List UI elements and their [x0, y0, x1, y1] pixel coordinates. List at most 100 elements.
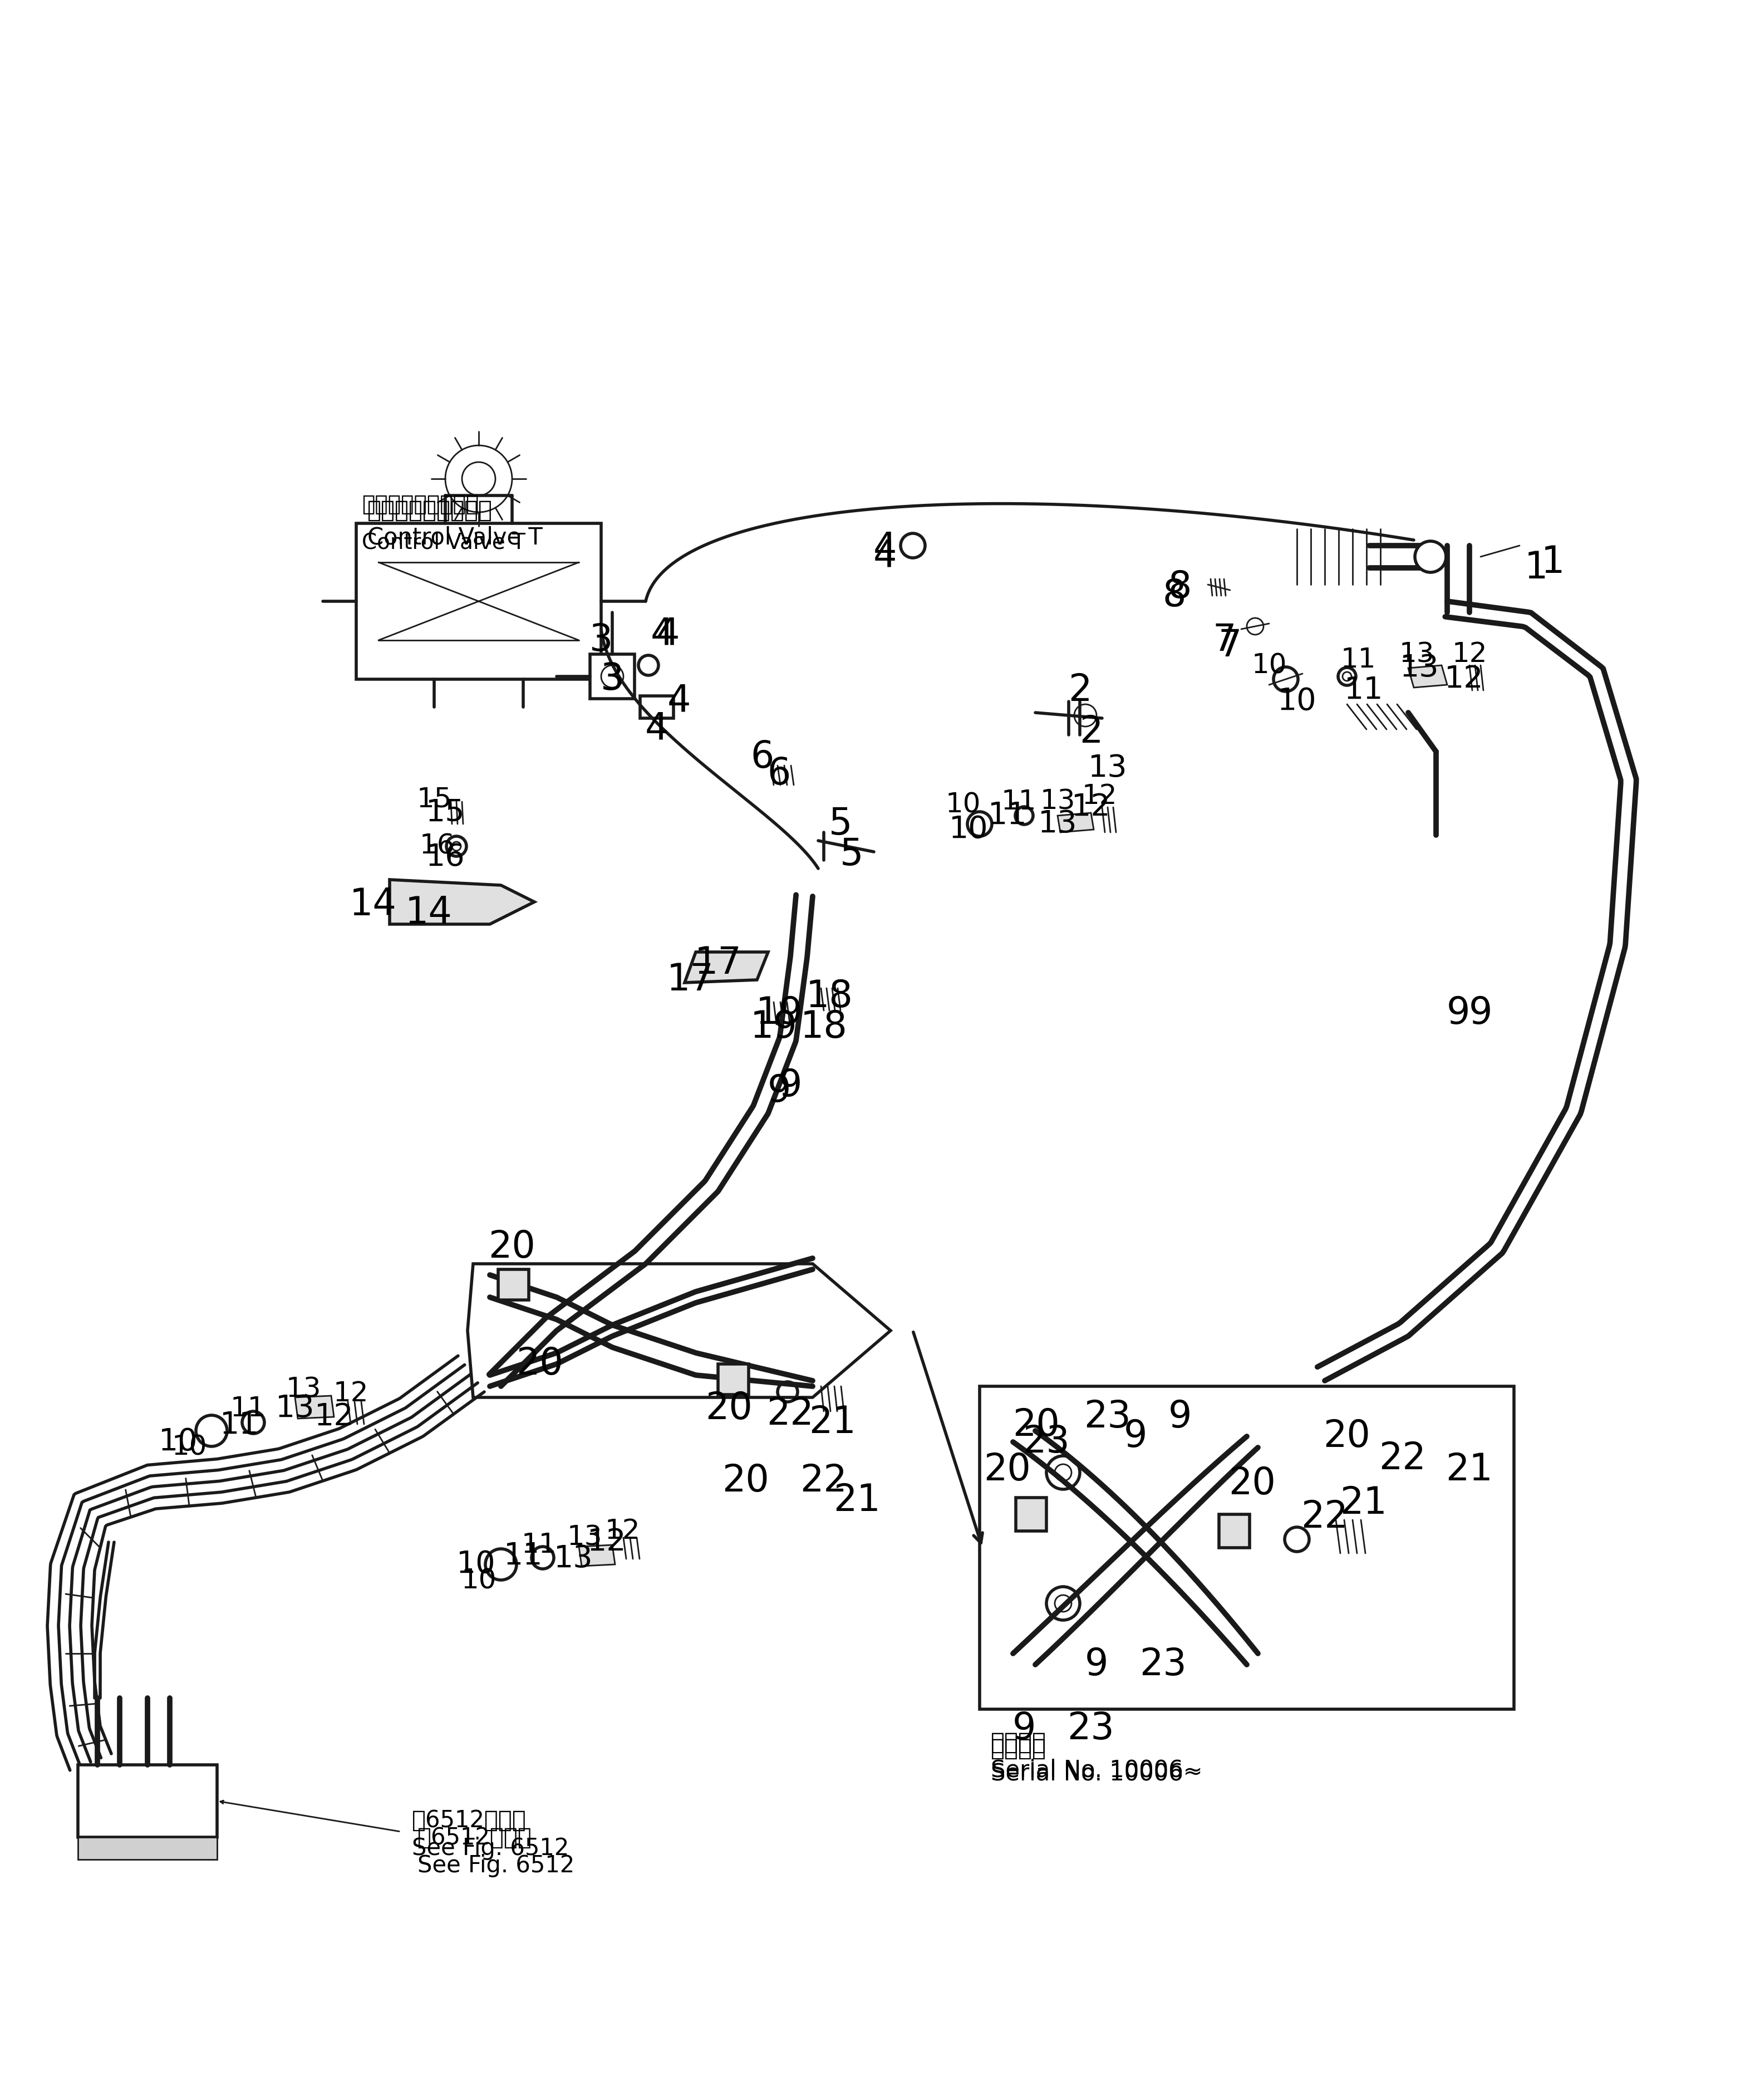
Text: 4: 4	[644, 712, 669, 748]
Text: 9: 9	[778, 1067, 803, 1105]
Text: 14: 14	[405, 895, 452, 932]
Text: 21: 21	[808, 1405, 855, 1441]
Text: 20: 20	[489, 1228, 535, 1266]
Text: Control Valve T: Control Valve T	[363, 531, 526, 552]
Text: 4: 4	[873, 538, 898, 575]
Text: 13: 13	[1399, 653, 1440, 683]
Text: 9: 9	[767, 1073, 790, 1109]
Text: 1: 1	[1542, 544, 1565, 582]
Text: 16: 16	[419, 834, 454, 859]
Text: 11: 11	[987, 800, 1028, 832]
Text: 13: 13	[1040, 788, 1075, 815]
Text: 20: 20	[706, 1390, 753, 1426]
Polygon shape	[579, 1546, 614, 1567]
Text: 11: 11	[220, 1411, 259, 1441]
Text: 13: 13	[567, 1525, 602, 1552]
Text: 20: 20	[722, 1462, 769, 1499]
Bar	[980, 1386, 1514, 1709]
Bar	[356, 523, 602, 678]
Text: 10: 10	[461, 1569, 496, 1594]
Text: 9: 9	[1470, 995, 1492, 1031]
Polygon shape	[1408, 666, 1447, 687]
Text: 第6512図参照: 第6512図参照	[417, 1827, 532, 1850]
Text: 2: 2	[1079, 714, 1104, 750]
Text: 10: 10	[1278, 687, 1316, 716]
Text: Serial No. 10006~: Serial No. 10006~	[991, 1758, 1202, 1783]
Bar	[1220, 1514, 1250, 1548]
Text: 適用号機: 適用号機	[991, 1737, 1047, 1760]
Bar	[77, 1764, 216, 1838]
Text: 22: 22	[1380, 1441, 1426, 1476]
Text: 1: 1	[1524, 550, 1549, 586]
Text: 3: 3	[590, 622, 612, 659]
Text: 5: 5	[840, 836, 864, 874]
Text: 10: 10	[171, 1434, 208, 1462]
Bar	[1016, 1497, 1047, 1531]
Text: 13: 13	[554, 1544, 593, 1573]
Text: 10: 10	[456, 1550, 496, 1579]
Text: 21: 21	[1447, 1451, 1492, 1489]
Polygon shape	[389, 880, 535, 924]
Text: 11: 11	[1001, 788, 1037, 815]
Polygon shape	[1058, 813, 1093, 832]
Text: 12: 12	[1082, 783, 1118, 809]
Text: 13: 13	[285, 1376, 320, 1403]
Text: 22: 22	[801, 1462, 847, 1499]
Text: 7: 7	[1213, 622, 1236, 659]
Text: 19: 19	[755, 995, 803, 1031]
Text: 10: 10	[158, 1426, 197, 1457]
Circle shape	[1415, 542, 1447, 573]
Text: 13: 13	[275, 1394, 315, 1424]
Text: See Fig. 6512: See Fig. 6512	[417, 1854, 574, 1877]
Text: 19: 19	[750, 1008, 797, 1046]
Text: 10: 10	[949, 815, 987, 844]
Text: 20: 20	[984, 1451, 1031, 1489]
Text: 12: 12	[588, 1527, 627, 1558]
Text: 11: 11	[503, 1541, 542, 1571]
Circle shape	[901, 533, 926, 559]
Text: 12: 12	[333, 1380, 368, 1407]
Text: 14: 14	[348, 886, 396, 924]
Text: 2: 2	[1068, 672, 1091, 708]
Text: 9: 9	[1123, 1418, 1148, 1455]
Text: 15: 15	[426, 798, 465, 827]
Text: コントロールバルブ: コントロールバルブ	[368, 500, 493, 523]
Text: コントロールバルブ: コントロールバルブ	[363, 494, 479, 514]
Text: 17: 17	[695, 945, 741, 981]
Text: 22: 22	[767, 1397, 813, 1432]
Text: 9: 9	[1169, 1399, 1192, 1434]
Text: 13: 13	[1088, 754, 1128, 783]
Text: 11: 11	[521, 1531, 556, 1558]
Text: See Fig. 6512: See Fig. 6512	[412, 1838, 568, 1861]
Bar	[590, 655, 635, 699]
Bar	[641, 695, 674, 718]
Text: 第6512図参照: 第6512図参照	[412, 1808, 526, 1831]
Text: 20: 20	[1228, 1466, 1276, 1502]
Text: 4: 4	[651, 615, 674, 653]
Text: 12: 12	[1445, 664, 1484, 695]
Text: 23: 23	[1067, 1709, 1114, 1747]
Text: 23: 23	[1084, 1399, 1132, 1434]
Text: 4: 4	[656, 615, 679, 653]
Text: 13: 13	[1038, 809, 1077, 840]
Text: 20: 20	[1012, 1407, 1060, 1443]
Text: 15: 15	[417, 785, 452, 813]
Text: 12: 12	[1452, 641, 1487, 668]
Bar	[718, 1365, 748, 1394]
Text: 7: 7	[1218, 628, 1243, 664]
Text: 4: 4	[667, 683, 692, 720]
Text: 23: 23	[1140, 1646, 1186, 1682]
Text: 13: 13	[1399, 641, 1434, 668]
Text: 3: 3	[600, 662, 625, 697]
Bar	[498, 1268, 528, 1300]
Text: 16: 16	[426, 842, 465, 872]
Text: 22: 22	[1301, 1499, 1348, 1535]
Text: 4: 4	[873, 529, 898, 567]
Text: 適用号機: 適用号機	[991, 1730, 1047, 1754]
Text: 12: 12	[605, 1518, 641, 1544]
Text: 17: 17	[667, 962, 715, 998]
Text: 18: 18	[801, 1008, 847, 1046]
Text: 18: 18	[806, 979, 854, 1014]
Text: 8: 8	[1169, 569, 1192, 605]
Text: 10: 10	[945, 792, 980, 817]
